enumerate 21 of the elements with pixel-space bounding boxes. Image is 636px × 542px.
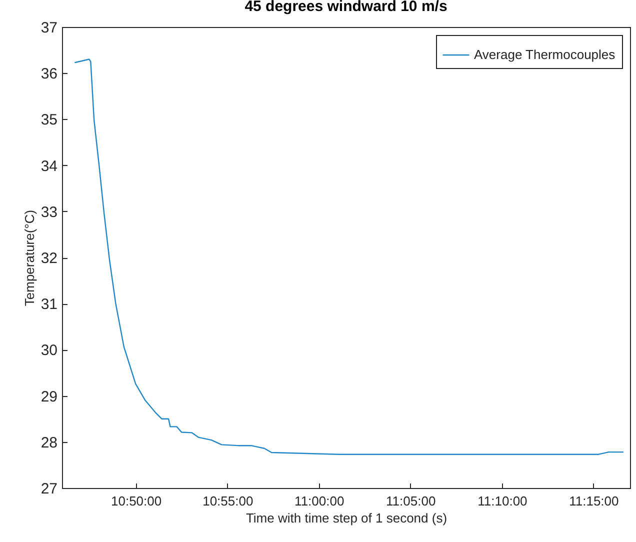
y-tick-label: 37 [40, 20, 58, 36]
y-tick-label: 35 [40, 112, 58, 129]
y-tick-label: 28 [40, 434, 58, 452]
y-tick-label: 36 [40, 66, 58, 83]
x-tick-label: 10:50:00 [110, 494, 162, 508]
y-tick-label: 29 [40, 388, 58, 406]
legend-label: Average Thermocouples [474, 47, 616, 62]
y-tick-label: 34 [40, 158, 58, 175]
y-axis-title: Temperature(°C) [22, 210, 37, 306]
y-tick-label: 31 [40, 296, 58, 314]
x-axis-title: Time with time step of 1 second (s) [246, 510, 448, 526]
x-tick-label: 11:00:00 [294, 494, 344, 508]
y-tick-label: 30 [40, 342, 58, 360]
y-tick-label: 27 [40, 480, 58, 498]
x-tick-label: 11:10:00 [478, 494, 528, 508]
x-tick-label: 11:15:00 [569, 494, 619, 508]
y-tick-label: 33 [40, 204, 58, 221]
chart-title: 45 degrees windward 10 m/s [244, 0, 448, 15]
x-tick-label: 11:05:00 [386, 494, 436, 508]
y-tick-label: 32 [40, 250, 58, 267]
x-tick-label: 10:55:00 [202, 494, 254, 508]
